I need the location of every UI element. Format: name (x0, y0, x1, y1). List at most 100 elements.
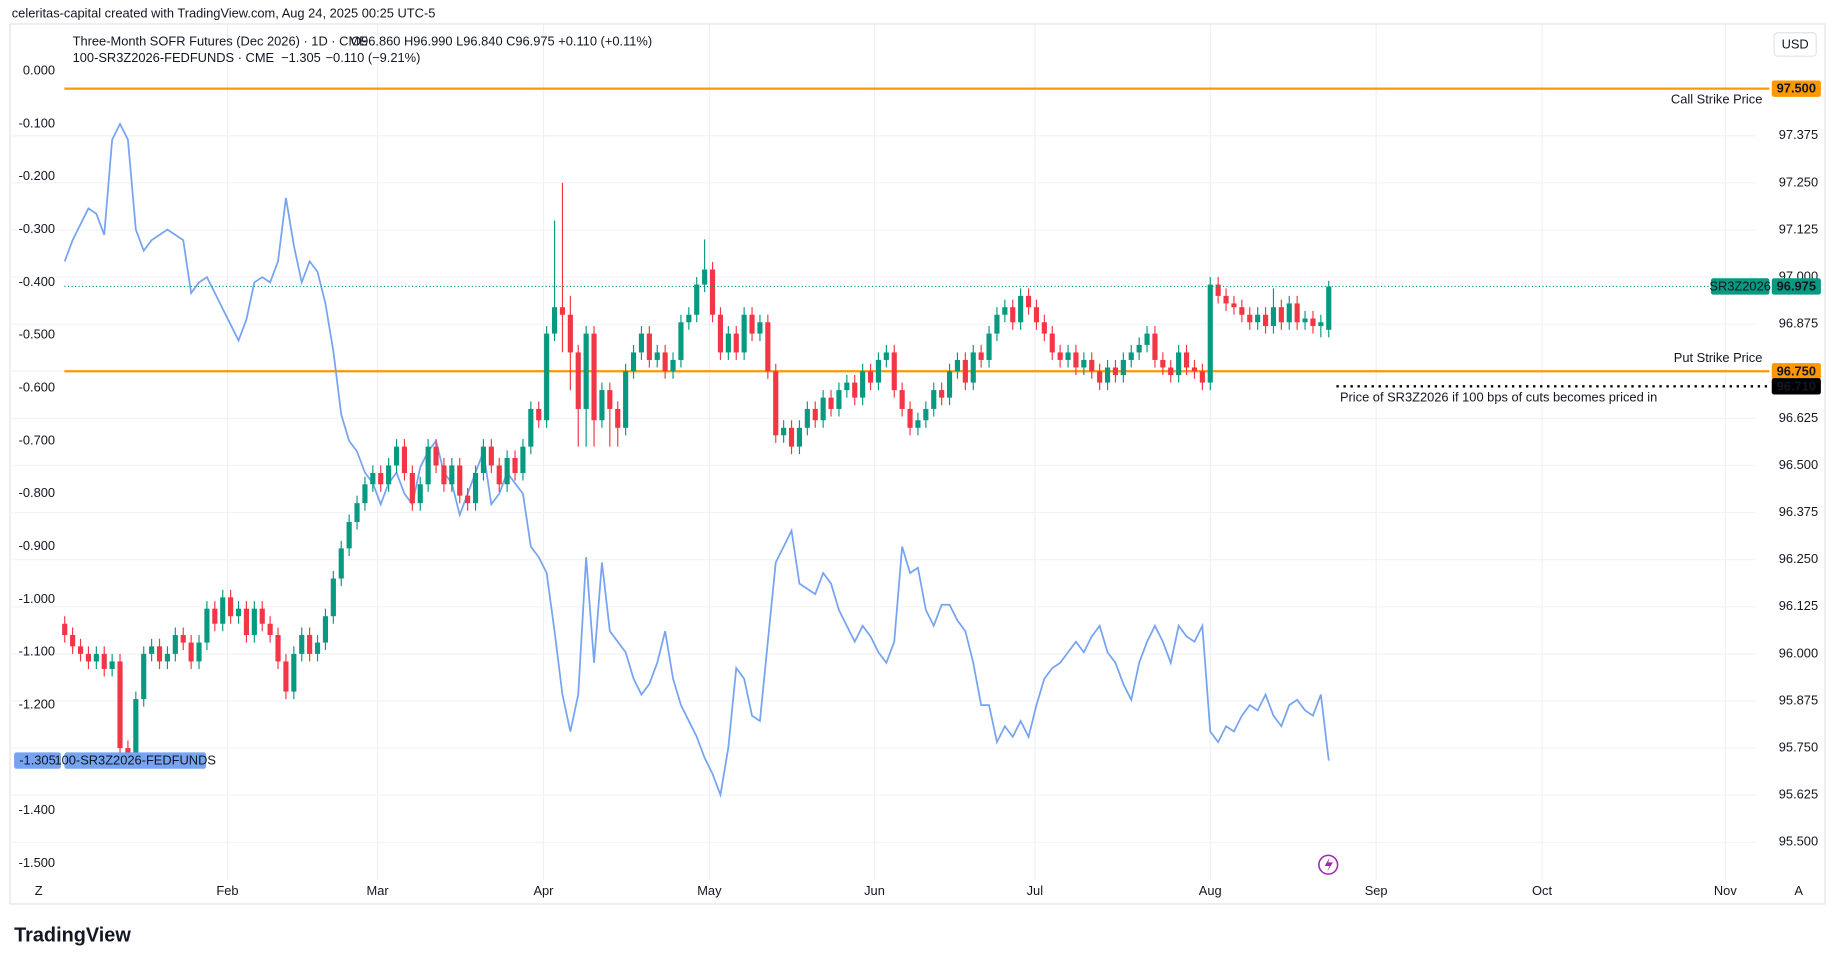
y-tick-label: 95.625 (1779, 787, 1818, 802)
currency-box[interactable] (1773, 32, 1817, 57)
candle-body (567, 314, 573, 353)
candle-body (939, 390, 945, 398)
candle-body (978, 352, 984, 360)
candle-body (220, 597, 226, 624)
candle-body (804, 408, 810, 428)
x-tick-label: Mar (366, 883, 389, 898)
x-tick-label: Jun (864, 883, 885, 898)
y2-tick-label: -0.900 (19, 538, 55, 553)
y-tick-label: 97.125 (1779, 221, 1818, 236)
y-tick-label: 96.875 (1779, 316, 1818, 331)
candle-body (1231, 303, 1237, 308)
y-tick-label: 97.250 (1779, 174, 1818, 189)
last-tag-value: -1.305 (19, 753, 55, 768)
candle-body (164, 653, 171, 662)
candle-body (852, 382, 858, 398)
axis-mark[interactable]: Z (35, 883, 43, 898)
y2-tick-label: 0.000 (23, 62, 55, 77)
candle-body (1136, 344, 1142, 353)
candle-body (994, 314, 1000, 334)
candle-body (520, 446, 526, 474)
candle-body (717, 314, 724, 353)
candle-body (915, 420, 921, 428)
candle-body (393, 446, 400, 466)
candle-body (346, 521, 352, 549)
candle-body (409, 473, 415, 504)
candle-body (1089, 359, 1095, 372)
candle-body (172, 635, 178, 654)
candle-body (267, 623, 273, 636)
y-tick-label: 96.500 (1779, 457, 1818, 472)
event-icon[interactable] (1318, 854, 1339, 875)
y2-tick-label: -0.300 (19, 221, 55, 236)
candle-body (630, 352, 637, 372)
candle-body (544, 333, 550, 421)
candle-body (1326, 286, 1332, 330)
legend-value: H96.990 (404, 34, 453, 49)
candle-body (1152, 333, 1158, 360)
y-tick-label: 96.125 (1779, 598, 1818, 613)
event-icon-bolt (1324, 857, 1333, 872)
strike-text: Put Strike Price (1674, 350, 1763, 365)
candle-body (757, 322, 763, 334)
candle-body (1081, 359, 1087, 368)
candle-body (1302, 318, 1308, 323)
candle-body (70, 635, 76, 647)
legend-value: L96.840 (456, 34, 502, 49)
candle-body (836, 390, 842, 409)
y2-tick-label: -0.700 (19, 432, 55, 447)
candle-body (283, 661, 289, 692)
y-tick-label: 95.500 (1779, 834, 1818, 849)
candle-body (117, 661, 123, 749)
last-tag (14, 752, 61, 769)
y2-tick-label: -1.200 (19, 697, 55, 712)
candle-body (196, 642, 202, 662)
last-tag-name: SR3Z2026 (1709, 278, 1770, 293)
currency[interactable]: USD (1782, 36, 1809, 51)
price-tag-label: 97.500 (1777, 81, 1816, 96)
candle-body (243, 608, 250, 636)
y-tick-label: 96.250 (1779, 551, 1818, 566)
y2-tick-label: -0.800 (19, 485, 55, 500)
candle-body (1318, 322, 1324, 327)
candle-body (907, 408, 913, 428)
candle-body (307, 635, 313, 654)
x-tick-label: Apr (533, 883, 554, 898)
candle-body (820, 397, 826, 421)
y-tick-label: 95.750 (1779, 740, 1818, 755)
candle-body (228, 597, 234, 617)
candle-body (101, 653, 107, 669)
strike-text: Call Strike Price (1671, 92, 1762, 107)
candle-body (204, 608, 210, 643)
candle-body (330, 578, 336, 617)
candle-body (1239, 307, 1245, 315)
candle-body (299, 635, 305, 654)
x-tick-label: Jul (1027, 883, 1043, 898)
last-tag-name: 100-SR3Z2026-FEDFUNDS (54, 753, 216, 768)
candle-body (1310, 318, 1316, 327)
candle-body (1168, 367, 1174, 376)
candle-body (1041, 322, 1047, 334)
last-tag (1771, 278, 1821, 295)
candle-body (1128, 352, 1134, 360)
y2-tick-label: -0.100 (19, 115, 55, 130)
candle-body (559, 307, 566, 315)
candle-body (733, 333, 739, 353)
price-tag-label: 96.750 (1777, 363, 1816, 378)
candle-body (417, 484, 423, 504)
candle-body (812, 408, 818, 421)
legend-title: Three-Month SOFR Futures (Dec 2026) · 1D… (73, 34, 369, 49)
candle-body (465, 495, 471, 504)
candle-body (1183, 352, 1190, 368)
axis-mark[interactable]: A (1794, 883, 1803, 898)
price-tag (1771, 80, 1821, 97)
candle-body (291, 653, 297, 692)
candle-body (702, 269, 708, 285)
candle-body (1025, 295, 1032, 308)
candle-body (1073, 352, 1079, 368)
candle-body (1065, 352, 1071, 360)
candle-body (1049, 333, 1055, 353)
candle-body (1262, 314, 1269, 327)
candle-body (867, 371, 874, 383)
